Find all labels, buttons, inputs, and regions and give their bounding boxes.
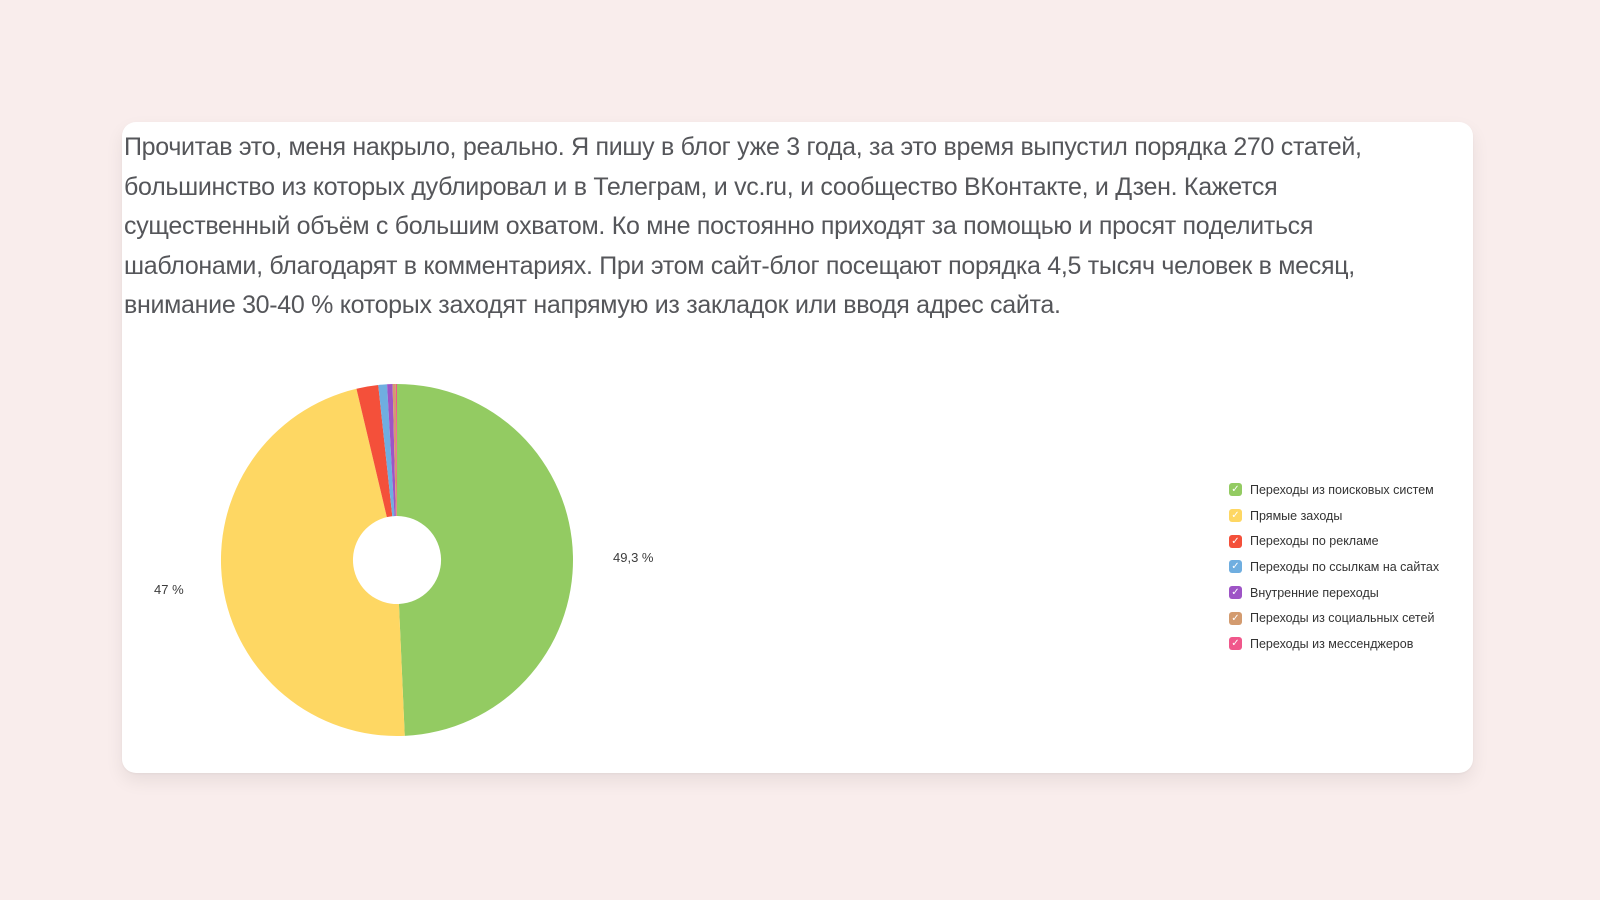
legend-item-label: Переходы из социальных сетей — [1250, 611, 1435, 626]
legend-checkbox-icon[interactable]: ✓ — [1229, 534, 1242, 548]
legend-checkbox-icon[interactable]: ✓ — [1229, 611, 1242, 625]
legend-checkbox-icon[interactable]: ✓ — [1229, 560, 1242, 574]
legend-item-label: Переходы по рекламе — [1250, 534, 1379, 549]
legend-item-label: Переходы из поисковых систем — [1250, 482, 1434, 497]
legend-item-5[interactable]: ✓ Переходы из социальных сетей — [1229, 605, 1439, 631]
article-text: Прочитав это, меня накрыло, реально. Я п… — [124, 133, 1362, 319]
legend-item-6[interactable]: ✓ Переходы из мессенджеров — [1229, 631, 1439, 657]
legend-item-4[interactable]: ✓ Внутренние переходы — [1229, 580, 1439, 606]
legend-item-label: Прямые заходы — [1250, 508, 1343, 523]
chart-legend: ✓ Переходы из поисковых систем ✓ Прямые зах… — [1229, 477, 1439, 657]
pie-slice-0[interactable] — [397, 384, 574, 736]
legend-checkbox-icon[interactable]: ✓ — [1229, 586, 1242, 600]
legend-checkbox-icon[interactable]: ✓ — [1229, 637, 1242, 651]
pie-slice-6[interactable] — [395, 383, 397, 516]
legend-item-2[interactable]: ✓ Переходы по рекламе — [1229, 528, 1439, 554]
legend-checkbox-icon[interactable]: ✓ — [1229, 483, 1242, 497]
donut-chart-svg — [220, 383, 574, 737]
legend-item-label: Переходы из мессенджеров — [1250, 636, 1414, 651]
pie-slice-5[interactable] — [392, 384, 397, 517]
pie-slice-2[interactable] — [356, 385, 393, 518]
pie-slice-4[interactable] — [387, 384, 396, 517]
legend-item-label: Внутренние переходы — [1250, 585, 1379, 600]
legend-item-label: Переходы по ссылкам на сайтах — [1250, 559, 1440, 574]
legend-checkbox-icon[interactable]: ✓ — [1229, 509, 1242, 523]
legend-item-0[interactable]: ✓ Переходы из поисковых систем — [1229, 477, 1439, 503]
legend-item-1[interactable]: ✓ Прямые заходы — [1229, 503, 1439, 529]
pie-slice-1[interactable] — [220, 388, 405, 737]
pie-slice-3[interactable] — [378, 384, 395, 517]
legend-item-3[interactable]: ✓ Переходы по ссылкам на сайтах — [1229, 554, 1439, 580]
